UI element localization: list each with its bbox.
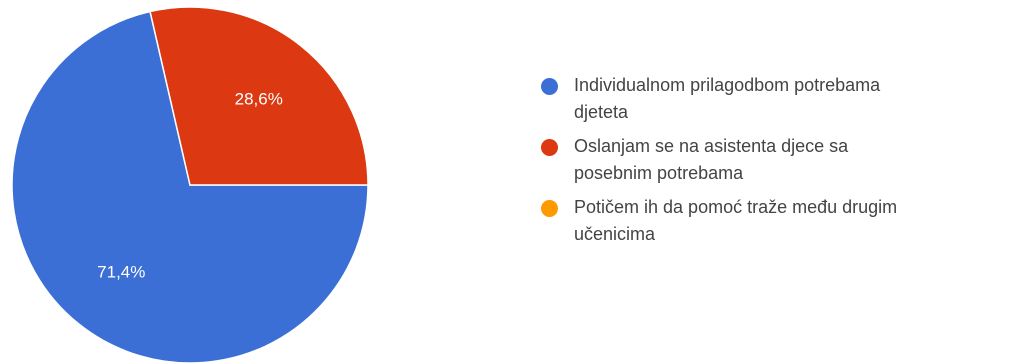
legend-label: Individualnom prilagodbom potrebama djet… [574, 75, 881, 122]
legend-item-peers[interactable]: Potičem ih da pomoć traže među drugim uč… [541, 194, 1001, 248]
legend-swatch-icon [541, 139, 558, 156]
slice-value-label: 28,6% [235, 90, 283, 109]
legend-item-assistant[interactable]: Oslanjam se na asistenta djece sa posebn… [541, 133, 1001, 187]
slice-value-label: 71,4% [97, 262, 145, 281]
pie-slice-0[interactable] [11, 10, 369, 364]
legend-swatch-icon [541, 200, 558, 217]
legend-swatch-icon [541, 78, 558, 95]
legend-label: Potičem ih da pomoć traže među drugim uč… [574, 197, 898, 244]
legend-label: Oslanjam se na asistenta djece sa posebn… [574, 136, 849, 183]
chart-legend: Individualnom prilagodbom potrebama djet… [541, 72, 1001, 255]
legend-item-individual[interactable]: Individualnom prilagodbom potrebama djet… [541, 72, 1001, 126]
pie-slice-1[interactable] [149, 6, 369, 186]
